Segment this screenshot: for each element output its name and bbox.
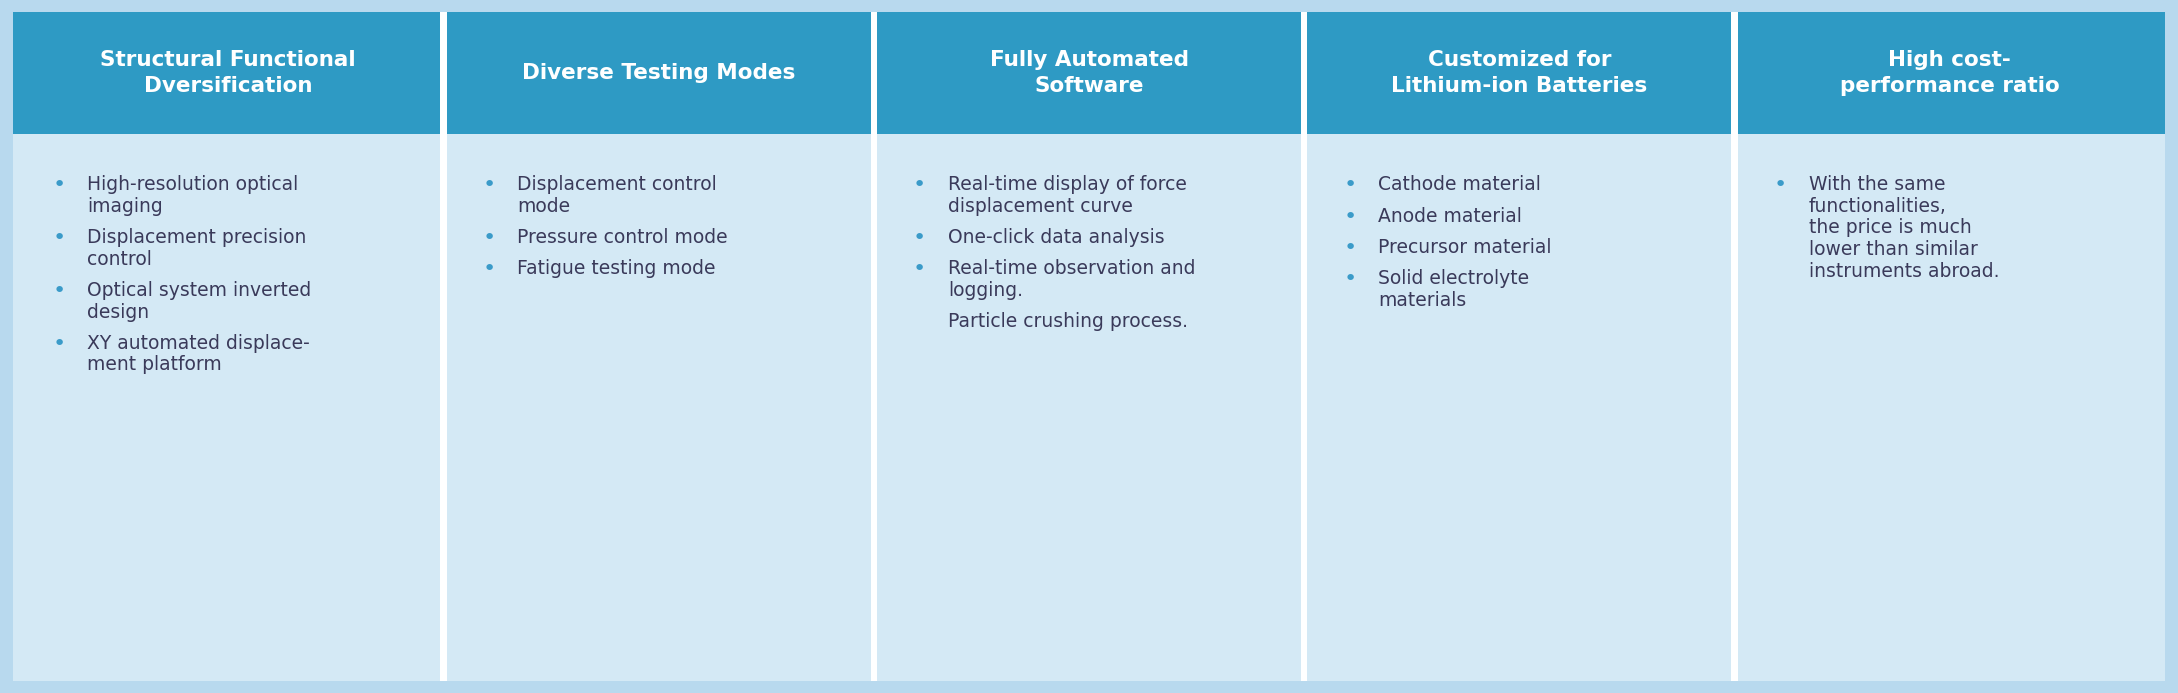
Text: displacement curve: displacement curve: [947, 197, 1133, 216]
Text: Customized for
Lithium-ion Batteries: Customized for Lithium-ion Batteries: [1392, 51, 1647, 96]
Text: High cost-
performance ratio: High cost- performance ratio: [1840, 51, 2060, 96]
Text: control: control: [87, 249, 152, 269]
Text: •: •: [1773, 175, 1786, 195]
Text: •: •: [484, 259, 497, 279]
Text: Diverse Testing Modes: Diverse Testing Modes: [523, 63, 795, 83]
Text: •: •: [1344, 175, 1357, 195]
Text: •: •: [484, 175, 497, 195]
FancyBboxPatch shape: [444, 12, 873, 134]
Text: Solid electrolyte: Solid electrolyte: [1379, 269, 1529, 288]
Text: instruments abroad.: instruments abroad.: [1808, 261, 1999, 281]
FancyBboxPatch shape: [873, 134, 1305, 681]
Text: mode: mode: [518, 197, 571, 216]
Text: Pressure control mode: Pressure control mode: [518, 228, 727, 247]
Text: •: •: [913, 259, 926, 279]
Text: Displacement control: Displacement control: [518, 175, 717, 194]
Text: •: •: [52, 175, 65, 195]
FancyBboxPatch shape: [871, 12, 878, 681]
Text: Precursor material: Precursor material: [1379, 238, 1551, 257]
Text: Cathode material: Cathode material: [1379, 175, 1542, 194]
FancyBboxPatch shape: [13, 134, 444, 681]
Text: With the same: With the same: [1808, 175, 1945, 194]
FancyBboxPatch shape: [1734, 134, 2165, 681]
Text: Fully Automated
Software: Fully Automated Software: [989, 51, 1189, 96]
Text: Displacement precision: Displacement precision: [87, 228, 307, 247]
Text: •: •: [1344, 269, 1357, 289]
FancyBboxPatch shape: [444, 134, 873, 681]
Text: logging.: logging.: [947, 281, 1024, 300]
Text: •: •: [484, 228, 497, 248]
Text: Real-time observation and: Real-time observation and: [947, 259, 1196, 279]
Text: High-resolution optical: High-resolution optical: [87, 175, 298, 194]
Text: imaging: imaging: [87, 197, 163, 216]
Text: •: •: [1344, 207, 1357, 227]
FancyBboxPatch shape: [1300, 12, 1307, 681]
Text: Particle crushing process.: Particle crushing process.: [947, 313, 1187, 331]
FancyBboxPatch shape: [1734, 12, 2165, 134]
Text: •: •: [52, 228, 65, 248]
FancyBboxPatch shape: [873, 12, 1305, 134]
FancyBboxPatch shape: [13, 12, 444, 134]
Text: •: •: [913, 175, 926, 195]
Text: design: design: [87, 303, 150, 322]
FancyBboxPatch shape: [440, 12, 446, 681]
Text: the price is much: the price is much: [1808, 218, 1971, 238]
FancyBboxPatch shape: [1732, 12, 1738, 681]
Text: Structural Functional
Dversification: Structural Functional Dversification: [100, 51, 355, 96]
Text: Fatigue testing mode: Fatigue testing mode: [518, 259, 717, 279]
Text: ment platform: ment platform: [87, 356, 222, 374]
Text: •: •: [52, 281, 65, 301]
Text: lower than similar: lower than similar: [1808, 240, 1978, 259]
Text: Optical system inverted: Optical system inverted: [87, 281, 311, 300]
Text: One-click data analysis: One-click data analysis: [947, 228, 1165, 247]
Text: materials: materials: [1379, 290, 1466, 310]
Text: Anode material: Anode material: [1379, 207, 1522, 226]
Text: functionalities,: functionalities,: [1808, 197, 1947, 216]
Text: •: •: [52, 334, 65, 354]
FancyBboxPatch shape: [1305, 12, 1734, 134]
Text: •: •: [913, 228, 926, 248]
Text: •: •: [1344, 238, 1357, 258]
Text: Real-time display of force: Real-time display of force: [947, 175, 1187, 194]
FancyBboxPatch shape: [1305, 134, 1734, 681]
Text: XY automated displace-: XY automated displace-: [87, 334, 309, 353]
